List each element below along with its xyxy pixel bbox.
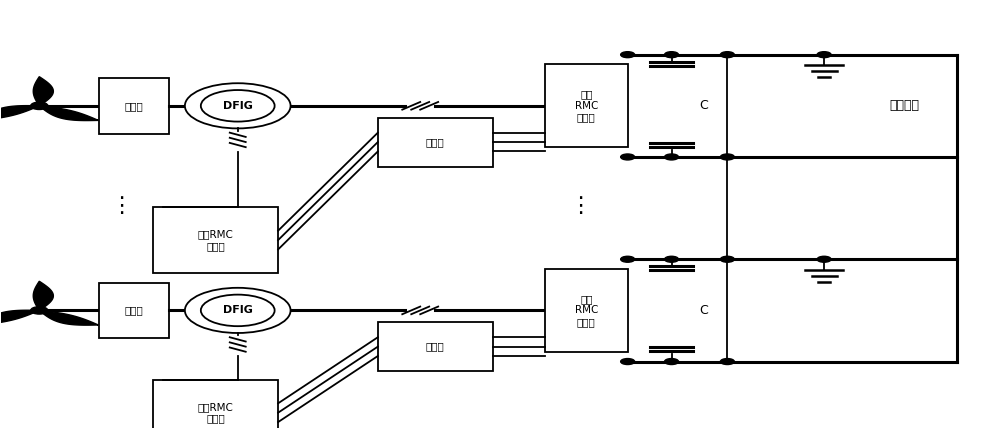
Circle shape bbox=[201, 90, 275, 121]
Bar bbox=[545, 64, 628, 148]
Circle shape bbox=[185, 83, 291, 128]
Circle shape bbox=[31, 102, 48, 109]
Text: 转子RMC
换流器: 转子RMC 换流器 bbox=[198, 229, 234, 251]
Polygon shape bbox=[0, 310, 39, 325]
Circle shape bbox=[621, 51, 635, 57]
Circle shape bbox=[621, 359, 635, 365]
Bar bbox=[99, 78, 169, 133]
Bar bbox=[153, 380, 278, 429]
Text: 转子RMC
换流器: 转子RMC 换流器 bbox=[198, 402, 234, 423]
Circle shape bbox=[665, 154, 679, 160]
Bar bbox=[378, 322, 493, 371]
Circle shape bbox=[720, 256, 734, 262]
Bar bbox=[153, 207, 278, 273]
Bar bbox=[378, 118, 493, 166]
Text: DFIG: DFIG bbox=[223, 305, 253, 315]
Polygon shape bbox=[0, 106, 39, 121]
Circle shape bbox=[720, 359, 734, 365]
Circle shape bbox=[31, 307, 48, 314]
Text: ⋮: ⋮ bbox=[569, 196, 591, 216]
Polygon shape bbox=[33, 281, 53, 311]
Circle shape bbox=[720, 51, 734, 57]
Text: 控制器: 控制器 bbox=[426, 341, 445, 352]
Circle shape bbox=[665, 256, 679, 262]
Circle shape bbox=[817, 256, 831, 262]
Text: 直流电网: 直流电网 bbox=[889, 99, 919, 112]
Polygon shape bbox=[39, 311, 98, 325]
Text: 齿轮箱: 齿轮箱 bbox=[125, 305, 143, 315]
Text: 控制器: 控制器 bbox=[426, 137, 445, 147]
Text: DFIG: DFIG bbox=[223, 101, 253, 111]
Circle shape bbox=[665, 51, 679, 57]
Circle shape bbox=[665, 359, 679, 365]
Bar bbox=[545, 269, 628, 352]
Text: 定子
RMC
换流器: 定子 RMC 换流器 bbox=[575, 89, 598, 122]
Circle shape bbox=[817, 51, 831, 57]
Circle shape bbox=[201, 295, 275, 326]
Text: 定子
RMC
换流器: 定子 RMC 换流器 bbox=[575, 294, 598, 327]
Text: ⋮: ⋮ bbox=[110, 196, 132, 216]
Polygon shape bbox=[33, 77, 53, 106]
Circle shape bbox=[621, 154, 635, 160]
Circle shape bbox=[720, 154, 734, 160]
Text: C: C bbox=[699, 304, 708, 317]
Circle shape bbox=[621, 256, 635, 262]
Circle shape bbox=[185, 288, 291, 333]
Bar bbox=[99, 283, 169, 338]
Text: C: C bbox=[699, 99, 708, 112]
Polygon shape bbox=[39, 106, 98, 121]
Text: 齿轮箱: 齿轮箱 bbox=[125, 101, 143, 111]
